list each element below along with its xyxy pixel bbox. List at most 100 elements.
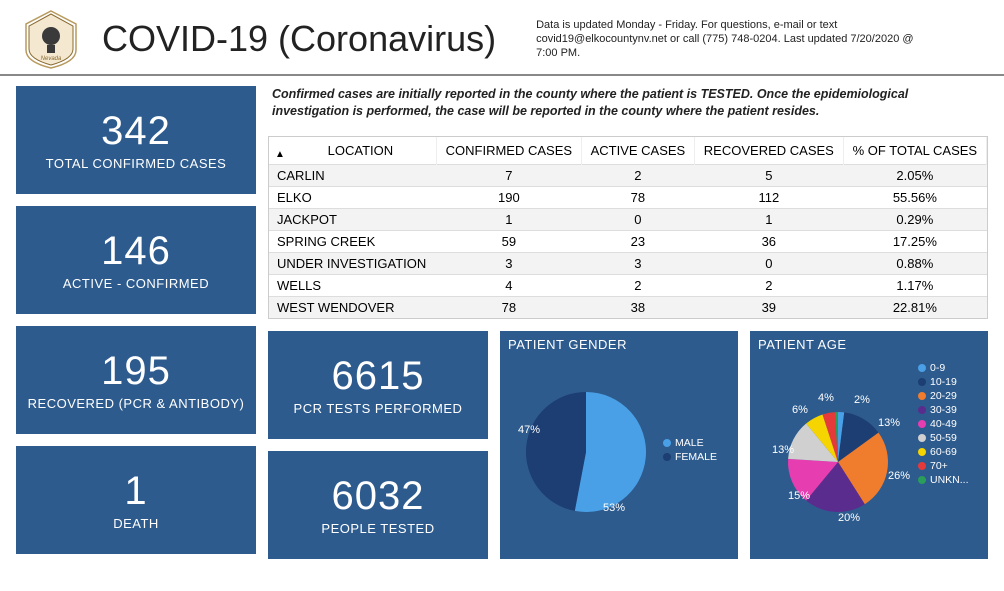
column-header[interactable]: ACTIVE CASES [581, 137, 694, 165]
pie-slice[interactable] [526, 392, 586, 511]
table-cell: 0.29% [843, 208, 986, 230]
table-cell: WELLS [269, 274, 436, 296]
pct-label: 26% [888, 470, 910, 482]
column-header[interactable]: LOCATION▲ [269, 137, 436, 165]
legend-label: 30-39 [930, 404, 957, 416]
legend-dot-icon [663, 453, 671, 461]
pct-label: 20% [838, 512, 860, 524]
legend-label: 60-69 [930, 446, 957, 458]
table-cell: UNDER INVESTIGATION [269, 252, 436, 274]
column-header[interactable]: CONFIRMED CASES [436, 137, 581, 165]
legend-item[interactable]: 60-69 [918, 446, 969, 458]
svg-text:Nevada: Nevada [41, 56, 62, 62]
table-cell: 0 [581, 208, 694, 230]
table-cell: 59 [436, 230, 581, 252]
legend-label: 10-19 [930, 376, 957, 388]
page-title: COVID-19 (Coronavirus) [102, 18, 496, 60]
chart-title: PATIENT AGE [758, 337, 980, 352]
age-chart: PATIENT AGE 0-9 10-19 20-29 30-39 40-49 50-59… [750, 331, 988, 559]
legend-label: 50-59 [930, 432, 957, 444]
pct-label: 15% [788, 490, 810, 502]
stat-value: 195 [101, 349, 171, 394]
legend-dot-icon [918, 448, 926, 456]
table-note: Confirmed cases are initially reported i… [268, 86, 988, 124]
table-cell: 78 [581, 186, 694, 208]
pct-label: 47% [518, 424, 540, 436]
table-row: WEST WENDOVER78383922.81% [269, 296, 987, 318]
right-column: Confirmed cases are initially reported i… [268, 86, 988, 559]
legend-dot-icon [918, 462, 926, 470]
legend-item[interactable]: FEMALE [663, 451, 717, 463]
stat-value: 146 [101, 229, 171, 274]
stat-label: PCR TESTS PERFORMED [294, 401, 463, 416]
legend-item[interactable]: 40-49 [918, 418, 969, 430]
legend-item[interactable]: UNKN... [918, 474, 969, 486]
table-cell: 55.56% [843, 186, 986, 208]
pct-label: 13% [772, 444, 794, 456]
card-pcr-tests: 6615 PCR TESTS PERFORMED [268, 331, 488, 439]
table-cell: 17.25% [843, 230, 986, 252]
gender-chart: PATIENT GENDER MALE FEMALE 53% 47% [500, 331, 738, 559]
table-cell: 78 [436, 296, 581, 318]
chart-title: PATIENT GENDER [508, 337, 730, 352]
sort-asc-icon: ▲ [275, 149, 285, 160]
header: Nevada COVID-19 (Coronavirus) Data is up… [0, 0, 1004, 76]
table-row: ELKO1907811255.56% [269, 186, 987, 208]
legend-item[interactable]: MALE [663, 437, 717, 449]
table-cell: 1 [694, 208, 843, 230]
legend-label: 20-29 [930, 390, 957, 402]
stat-label: DEATH [113, 516, 159, 531]
table-cell: JACKPOT [269, 208, 436, 230]
legend-dot-icon [663, 439, 671, 447]
table-cell: 22.81% [843, 296, 986, 318]
pct-label: 13% [878, 417, 900, 429]
table-cell: 38 [581, 296, 694, 318]
table-cell: CARLIN [269, 164, 436, 186]
table-cell: 5 [694, 164, 843, 186]
pct-label: 4% [818, 392, 834, 404]
card-death: 1 DEATH [16, 446, 256, 554]
legend-dot-icon [918, 406, 926, 414]
bottom-row: 6615 PCR TESTS PERFORMED 6032 PEOPLE TES… [268, 331, 988, 559]
legend-item[interactable]: 20-29 [918, 390, 969, 402]
table-cell: 4 [436, 274, 581, 296]
stat-label: TOTAL CONFIRMED CASES [46, 156, 227, 171]
dashboard-body: 342 TOTAL CONFIRMED CASES 146 ACTIVE - C… [0, 86, 1004, 559]
legend-label: 40-49 [930, 418, 957, 430]
card-recovered: 195 RECOVERED (PCR & ANTIBODY) [16, 326, 256, 434]
legend-label: 70+ [930, 460, 948, 472]
legend-item[interactable]: 0-9 [918, 362, 969, 374]
pct-label: 53% [603, 502, 625, 514]
legend-item[interactable]: 70+ [918, 460, 969, 472]
chart-legend: 0-9 10-19 20-29 30-39 40-49 50-59 60-69 70+ UNKN… [918, 362, 969, 488]
pct-label: 2% [854, 394, 870, 406]
table-cell: WEST WENDOVER [269, 296, 436, 318]
table-row: UNDER INVESTIGATION3300.88% [269, 252, 987, 274]
column-header[interactable]: RECOVERED CASES [694, 137, 843, 165]
stat-label: RECOVERED (PCR & ANTIBODY) [28, 396, 245, 411]
table-row: CARLIN7252.05% [269, 164, 987, 186]
table-cell: 2.05% [843, 164, 986, 186]
stat-value: 6615 [332, 354, 425, 399]
legend-label: UNKN... [930, 474, 969, 486]
card-total-confirmed: 342 TOTAL CONFIRMED CASES [16, 86, 256, 194]
table-cell: 23 [581, 230, 694, 252]
column-header[interactable]: % OF TOTAL CASES [843, 137, 986, 165]
legend-item[interactable]: 10-19 [918, 376, 969, 388]
card-people-tested: 6032 PEOPLE TESTED [268, 451, 488, 559]
table-cell: 1 [436, 208, 581, 230]
left-column: 342 TOTAL CONFIRMED CASES 146 ACTIVE - C… [16, 86, 256, 559]
legend-item[interactable]: 30-39 [918, 404, 969, 416]
legend-dot-icon [918, 378, 926, 386]
chart-legend: MALE FEMALE [663, 437, 717, 465]
legend-dot-icon [918, 364, 926, 372]
legend-label: MALE [675, 437, 704, 449]
table-cell: 3 [436, 252, 581, 274]
legend-item[interactable]: 50-59 [918, 432, 969, 444]
table-row: WELLS4221.17% [269, 274, 987, 296]
stat-value: 342 [101, 109, 171, 154]
legend-dot-icon [918, 392, 926, 400]
stat-label: ACTIVE - CONFIRMED [63, 276, 209, 291]
table-cell: SPRING CREEK [269, 230, 436, 252]
table-cell: 2 [694, 274, 843, 296]
